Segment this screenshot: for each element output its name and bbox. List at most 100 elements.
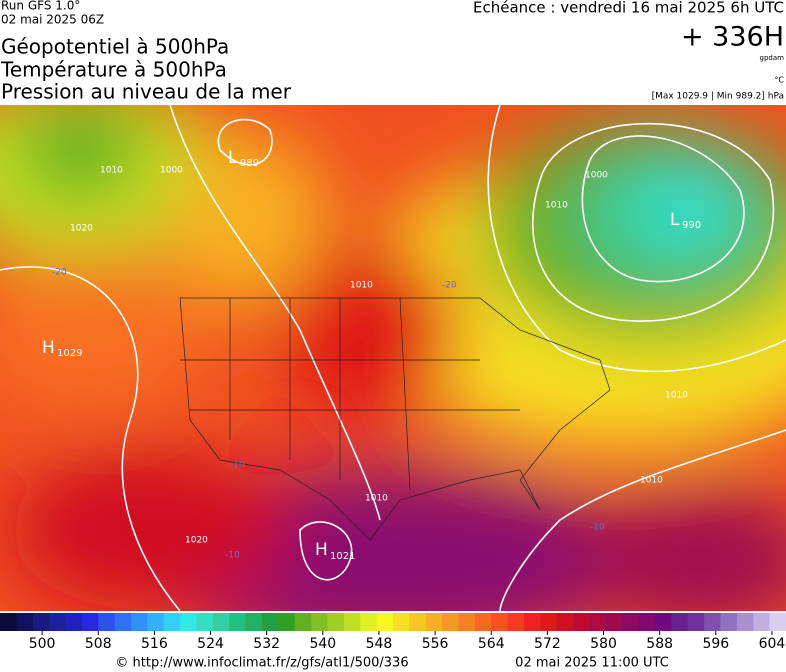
lead-time: + 336H bbox=[681, 22, 784, 53]
colorbar-swatch bbox=[425, 613, 443, 631]
isobar-label: 1020 bbox=[70, 224, 93, 234]
colorbar-swatch bbox=[524, 613, 541, 631]
isobar bbox=[581, 135, 745, 283]
colorbar-tick-label: 540 bbox=[309, 636, 336, 652]
colorbar-swatch bbox=[49, 613, 66, 631]
colorbar-swatch bbox=[245, 613, 263, 631]
isobar bbox=[0, 266, 181, 611]
isobar-label: 1000 bbox=[585, 171, 608, 181]
pressure-center-value: 989 bbox=[240, 158, 259, 169]
colorbar-tick-label: 516 bbox=[141, 636, 168, 652]
colorbar-swatch bbox=[32, 613, 50, 631]
colorbar-swatch bbox=[311, 613, 328, 631]
colorbar-swatch bbox=[114, 613, 132, 631]
isobar-label: 1010 bbox=[640, 476, 663, 486]
map-field: L 989 L 990 H 1029 H 1021 1010 1000 1020… bbox=[0, 105, 786, 611]
unit: °C bbox=[774, 76, 784, 85]
colorbar-swatch bbox=[655, 613, 672, 631]
isobar-label: 1010 bbox=[350, 281, 373, 291]
borders bbox=[179, 297, 611, 541]
pressure-center: L bbox=[228, 148, 238, 168]
colorbar-tick-label: 508 bbox=[85, 636, 112, 652]
colorbar-swatch bbox=[262, 613, 279, 631]
colorbar-tick-label: 532 bbox=[253, 636, 280, 652]
colorbar-swatch bbox=[605, 613, 623, 631]
title: Température à 500hPa bbox=[0, 58, 227, 82]
colorbar-swatch bbox=[704, 613, 721, 631]
isobar-label: 1010 bbox=[665, 391, 688, 401]
colorbar-tick-label: 556 bbox=[422, 636, 449, 652]
isobar-label: 1010 bbox=[545, 201, 568, 211]
isobar-label: 1010 bbox=[100, 166, 123, 176]
pressure-center: L bbox=[670, 210, 680, 230]
colorbar-swatch bbox=[573, 613, 590, 631]
temperature-label: -20 bbox=[442, 281, 457, 291]
colorbar-swatch bbox=[376, 613, 394, 631]
colorbar-swatch bbox=[671, 613, 689, 631]
colorbar-tick-label: 604 bbox=[759, 636, 786, 652]
source-url: © http://www.infoclimat.fr/z/gfs/atl1/50… bbox=[115, 656, 408, 671]
colorbar-swatch bbox=[720, 613, 738, 631]
colorbar-tick-label: 564 bbox=[478, 636, 505, 652]
colorbar-swatch bbox=[163, 613, 181, 631]
colorbar-tick-label: 588 bbox=[646, 636, 673, 652]
colorbar-swatch bbox=[458, 613, 476, 631]
colorbar-swatch bbox=[638, 613, 656, 631]
colorbar-swatch bbox=[622, 613, 640, 631]
colorbar-tick-label: 580 bbox=[590, 636, 617, 652]
isobar bbox=[532, 122, 775, 322]
pressure-center-value: 990 bbox=[682, 220, 701, 231]
colorbar-swatch bbox=[736, 613, 754, 631]
colorbar-swatch bbox=[147, 613, 165, 631]
isobar bbox=[217, 118, 273, 166]
colorbar-swatch bbox=[65, 613, 83, 631]
temperature-label: -10 bbox=[590, 523, 605, 533]
colorbar-swatch bbox=[409, 613, 427, 631]
valid-time: Echéance : vendredi 16 mai 2025 6h UTC bbox=[473, 0, 784, 17]
colorbar-swatch bbox=[98, 613, 116, 631]
isobar-label: 1010 bbox=[365, 494, 388, 504]
colorbar-swatch bbox=[212, 613, 230, 631]
run-label: Run GFS 1.0° bbox=[1, 0, 80, 13]
colorbar-swatch bbox=[474, 613, 492, 631]
colorbar-swatch bbox=[278, 613, 296, 631]
colorbar-swatch bbox=[687, 613, 705, 631]
colorbar-swatch bbox=[540, 613, 558, 631]
colorbar-tick-label: 524 bbox=[197, 636, 224, 652]
pressure-center: H bbox=[315, 540, 328, 560]
colorbar: 500 508 516 524 532 540 548 556 564 572 580 588 596 6… bbox=[0, 613, 786, 652]
isobar bbox=[169, 105, 381, 521]
pressure-center-value: 1029 bbox=[57, 348, 82, 359]
colorbar-swatch bbox=[294, 613, 312, 631]
isobar-label: 1020 bbox=[185, 536, 208, 546]
colorbar-swatch bbox=[131, 613, 148, 631]
colorbar-swatch bbox=[556, 613, 574, 631]
colorbar-swatch bbox=[360, 613, 378, 631]
colorbar-tick-label: 500 bbox=[29, 636, 56, 652]
colorbar-swatch bbox=[393, 613, 410, 631]
colorbar-swatch bbox=[180, 613, 197, 631]
colorbar-swatch bbox=[229, 613, 247, 631]
temperature-label: -10 bbox=[225, 551, 240, 561]
temperature-label: -10 bbox=[230, 461, 245, 471]
colorbar-swatch bbox=[753, 613, 771, 631]
colorbar-swatch bbox=[0, 613, 17, 631]
colorbar-swatch bbox=[327, 613, 345, 631]
temperature-label: -20 bbox=[52, 268, 67, 278]
colorbar-tick-label: 596 bbox=[702, 636, 729, 652]
title: Géopotentiel à 500hPa bbox=[1, 35, 229, 59]
unit: gpdam bbox=[760, 54, 785, 62]
run-date: 02 mai 2025 06Z bbox=[1, 13, 104, 27]
pressure-center: H bbox=[42, 338, 55, 358]
title: Pression au niveau de la mer bbox=[1, 80, 292, 104]
colorbar-swatch bbox=[491, 613, 509, 631]
colorbar-swatch bbox=[507, 613, 525, 631]
colorbar-swatch bbox=[196, 613, 214, 631]
pressure-range: [Max 1029.9 | Min 989.2] hPa bbox=[652, 92, 784, 102]
update-time: 02 mai 2025 11:00 UTC bbox=[515, 656, 669, 671]
colorbar-swatch bbox=[442, 613, 459, 631]
isobar bbox=[487, 105, 786, 373]
colorbar-swatch bbox=[589, 613, 607, 631]
isobar-label: 1000 bbox=[160, 166, 183, 176]
